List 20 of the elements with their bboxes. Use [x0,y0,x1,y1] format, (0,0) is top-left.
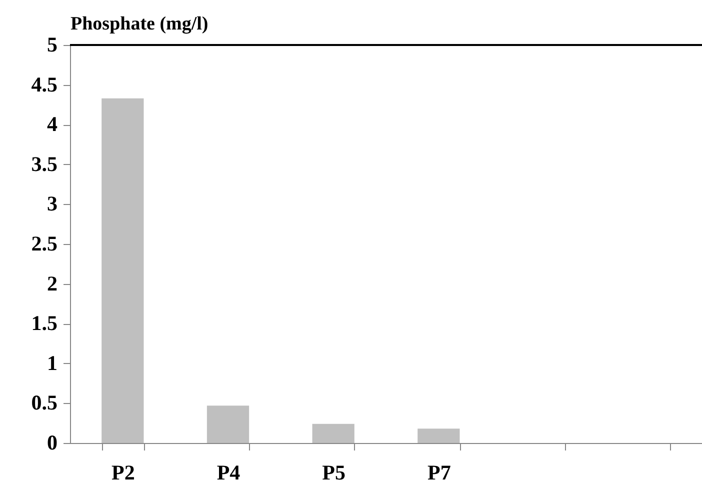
y-tick-label: 3 [47,192,58,216]
y-tick-label: 4.5 [31,72,58,96]
y-tick-label: 5 [47,32,58,56]
bar [206,406,250,443]
y-tick-label: 1.5 [31,311,58,336]
x-tick-label: P4 [216,460,241,484]
y-tick-label: 0 [47,430,58,454]
x-tick-label: P7 [428,460,451,484]
y-tick-label: 2 [47,271,58,296]
x-tick-label: P2 [112,460,135,484]
y-tick-label: 2.5 [31,232,58,256]
y-tick-label: 4 [47,112,58,136]
y-tick-label: 0.5 [31,390,58,415]
bar [418,428,460,443]
x-tick-label: P5 [322,460,346,484]
y-tick-label: 3.5 [31,152,58,176]
y-tick-label: 1 [47,350,58,375]
bar [312,424,354,443]
y-axis-title: Phosphate (mg/l) [70,14,208,34]
bar [102,98,144,443]
